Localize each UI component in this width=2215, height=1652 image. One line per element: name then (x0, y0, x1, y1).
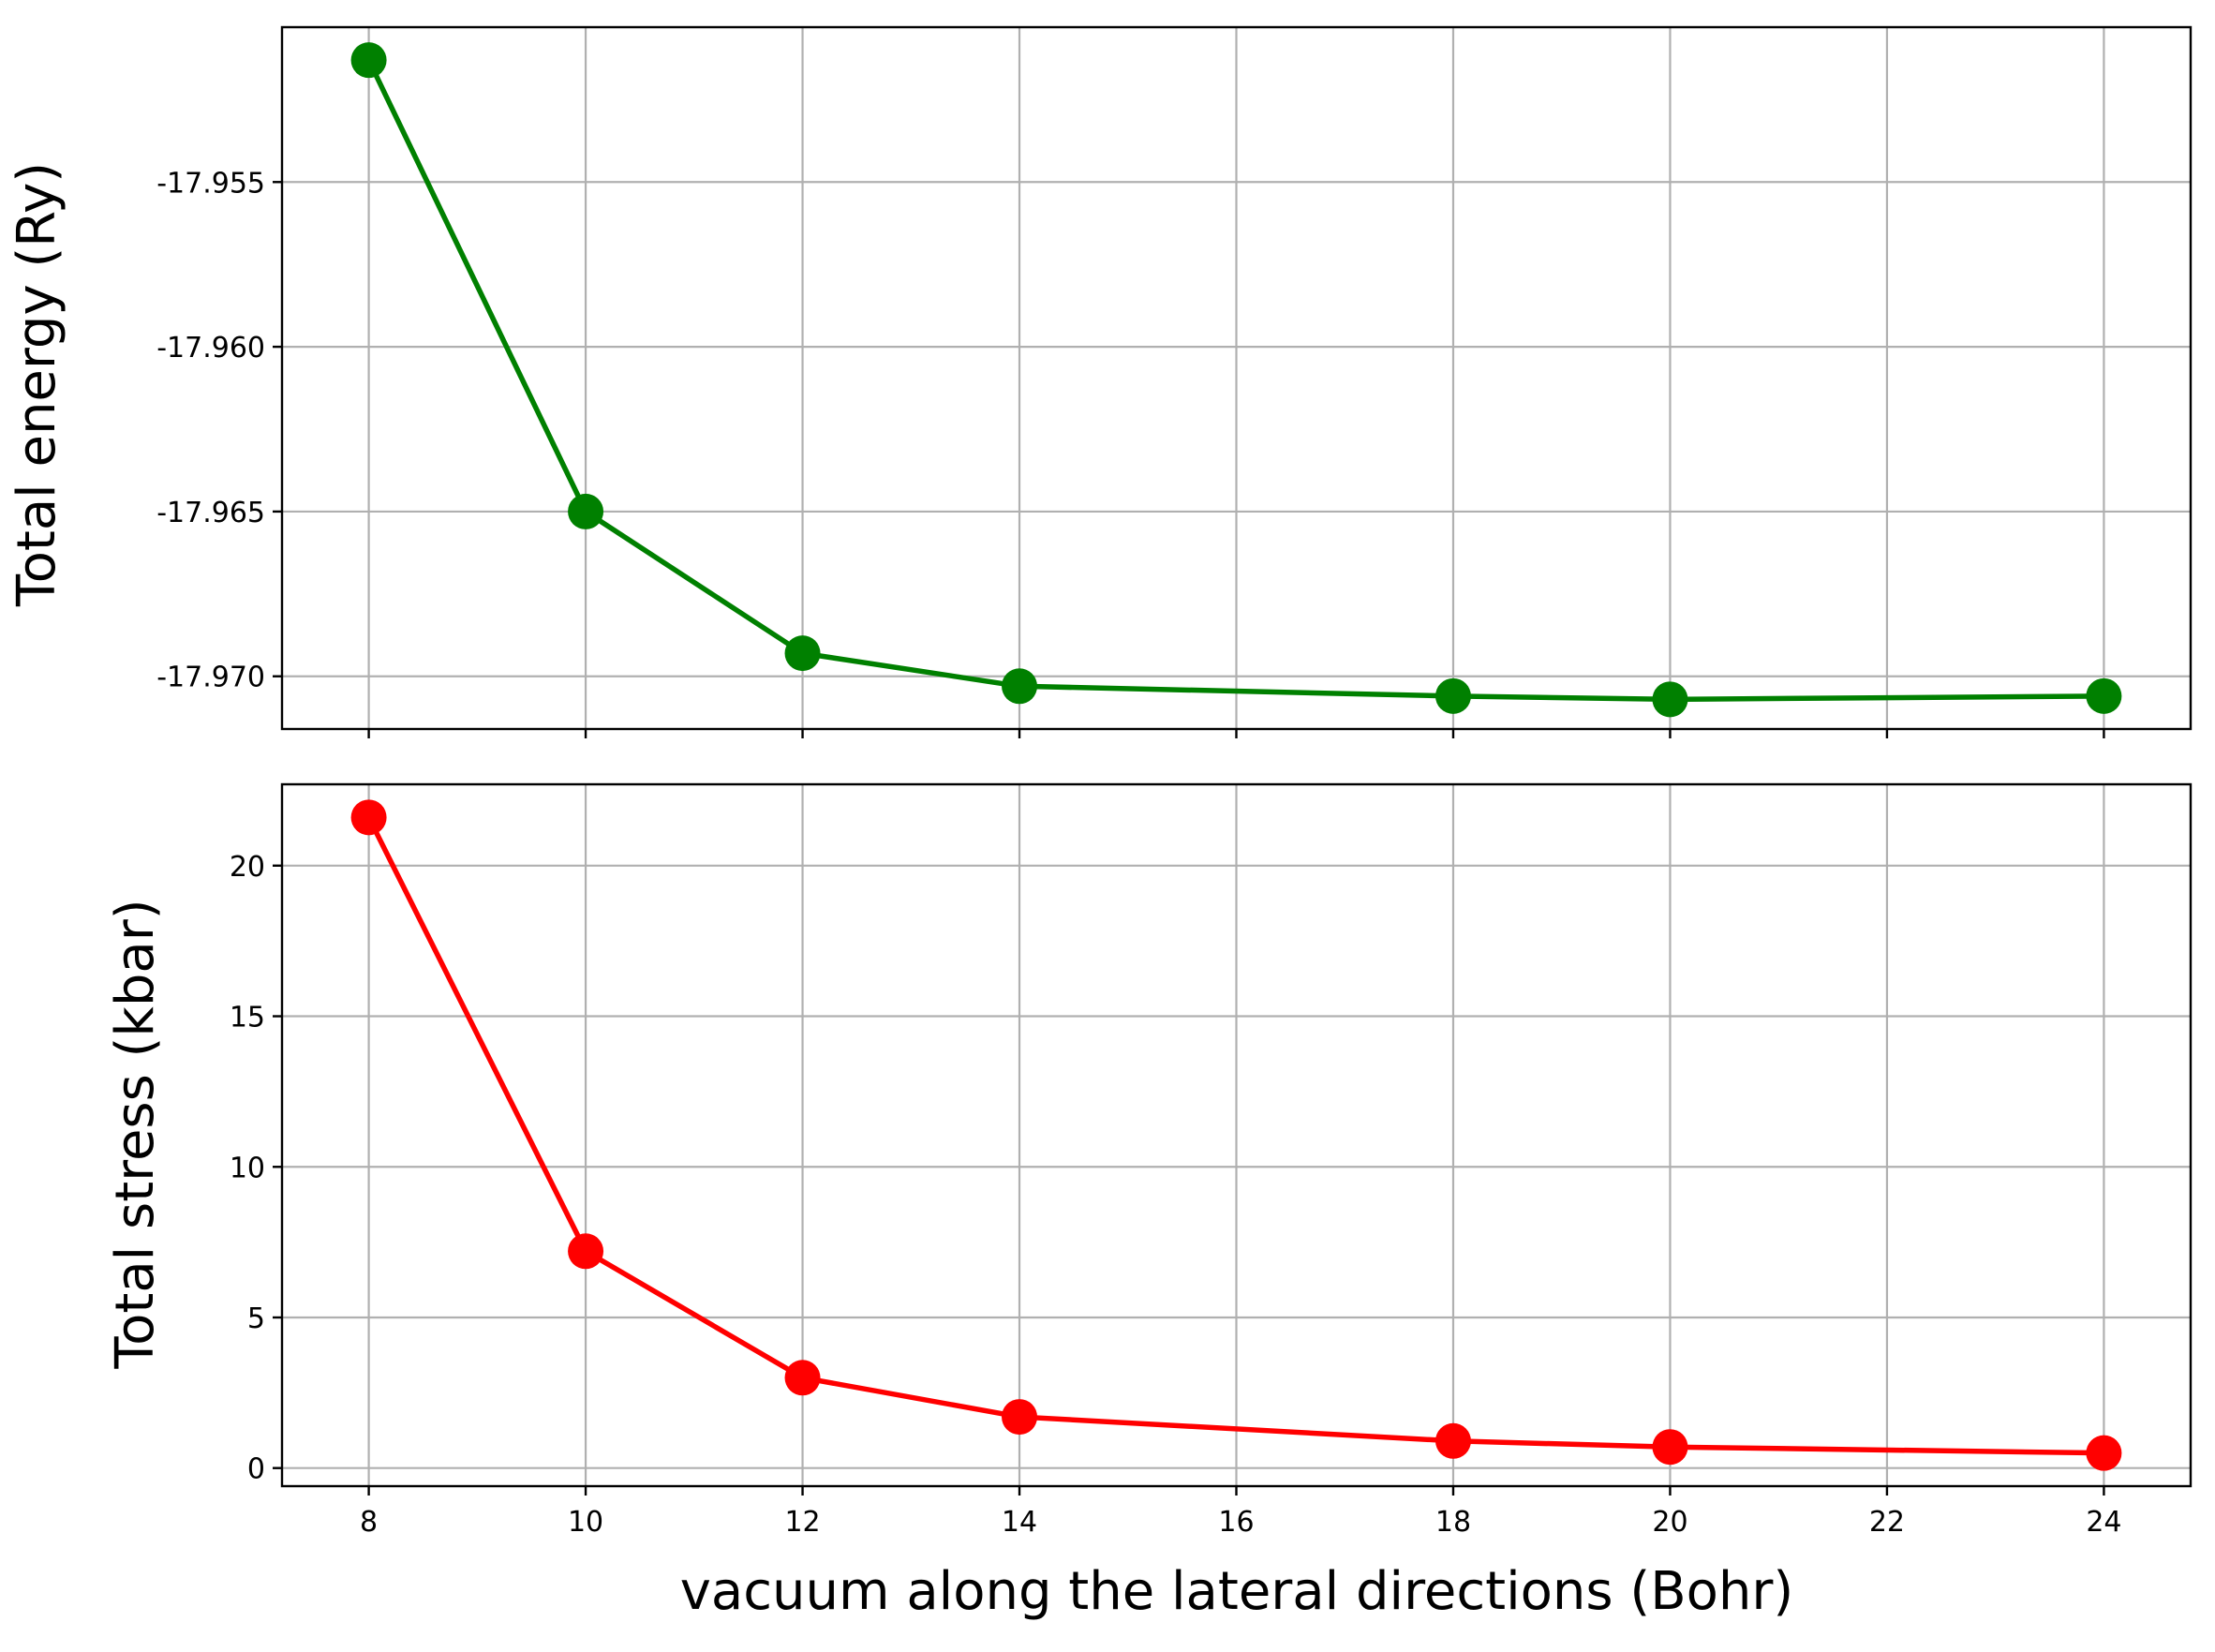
x-tick-label: 12 (784, 1506, 820, 1539)
stress-y-tick-label: 10 (230, 1152, 265, 1184)
stress-y-axis-label: Total stress (kbar) (105, 899, 166, 1369)
energy-data-point (784, 635, 821, 672)
energy-y-tick-label: -17.960 (156, 332, 265, 365)
x-tick-label: 8 (360, 1506, 378, 1539)
x-tick-label: 24 (2086, 1506, 2121, 1539)
stress-panel: 8 10 12 14 16 18 20 22 24 0 5 10 15 20 Total stress (k… (105, 782, 2193, 1539)
x-tick-label: 10 (568, 1506, 603, 1539)
energy-axes-frame (280, 25, 2193, 731)
x-tick-label: 22 (1869, 1506, 1905, 1539)
stress-data-point (1002, 1399, 1038, 1436)
energy-y-tick-label: -17.970 (156, 662, 265, 694)
stress-data-point (2086, 1435, 2122, 1471)
x-tick-label: 14 (1002, 1506, 1037, 1539)
x-tick-label: 20 (1652, 1506, 1687, 1539)
energy-data-point (568, 493, 604, 529)
stress-data-point (568, 1233, 604, 1270)
energy-data-point (2086, 677, 2122, 714)
stress-y-tick-label: 20 (230, 851, 265, 884)
energy-y-tick-label: -17.965 (156, 497, 265, 529)
energy-data-point (1435, 677, 1471, 714)
stress-y-tick-label: 0 (247, 1453, 265, 1486)
energy-y-axis-label: Total energy (Ry) (7, 162, 67, 607)
x-axis-label: vacuum along the lateral directions (Boh… (680, 1561, 1794, 1622)
stress-axes-frame (280, 782, 2193, 1488)
energy-y-tick-label: -17.955 (156, 167, 265, 200)
stress-data-point (1652, 1429, 1688, 1466)
energy-data-point (350, 42, 387, 79)
energy-data-point (1002, 668, 1038, 705)
x-tick-label: 16 (1218, 1506, 1254, 1539)
stress-y-tick-label: 5 (247, 1302, 265, 1335)
stress-y-tick-label: 15 (230, 1002, 265, 1034)
stress-data-point (784, 1360, 821, 1396)
stress-data-point (350, 799, 387, 836)
energy-panel: -17.955 -17.960 -17.965 -17.970 Total energy… (7, 25, 2193, 738)
energy-data-point (1652, 681, 1688, 718)
stress-data-point (1435, 1422, 1471, 1459)
x-tick-label: 18 (1435, 1506, 1471, 1539)
